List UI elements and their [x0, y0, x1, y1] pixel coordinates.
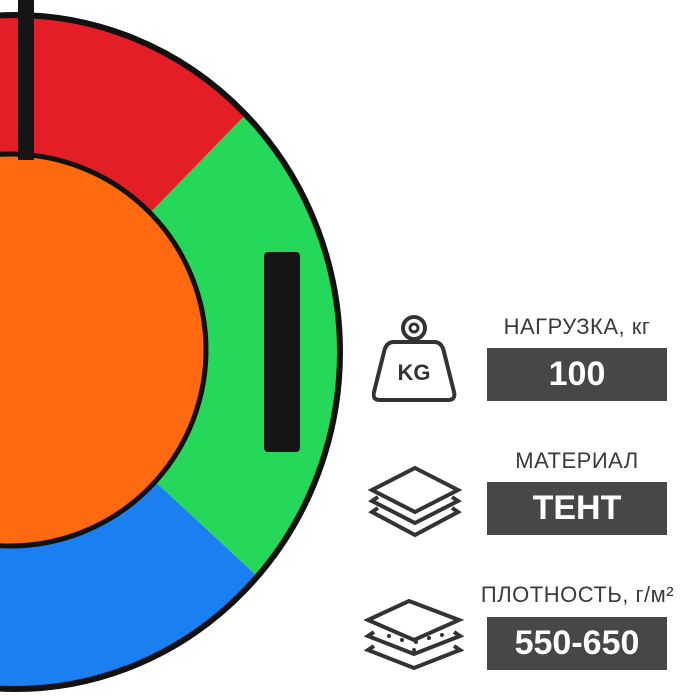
density-value: 550-650	[487, 617, 667, 670]
load-label: НАГРУЗКА, кг	[503, 314, 651, 339]
weight-kg-icon: KG	[372, 315, 457, 402]
fabric-layers-icon	[364, 598, 464, 671]
svg-text:KG: KG	[398, 360, 431, 385]
density-label: ПЛОТНОСТЬ, г/м²	[480, 582, 675, 607]
tube-outline	[0, 12, 343, 692]
side-handle	[264, 252, 300, 452]
top-strap	[18, 0, 34, 160]
material-label: МАТЕРИАЛ	[515, 448, 639, 473]
orange-center	[0, 151, 209, 549]
load-value: 100	[487, 348, 667, 401]
material-value: ТЕНТ	[487, 482, 667, 535]
layers-icon	[368, 465, 463, 538]
